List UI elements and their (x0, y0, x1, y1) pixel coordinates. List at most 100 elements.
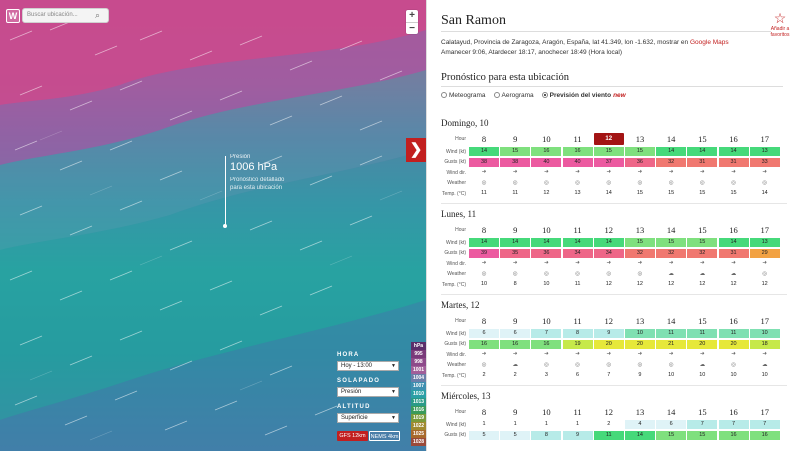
gusts-cell: 32 (656, 157, 687, 167)
wind-dir-cell: ➜ (606, 260, 612, 267)
weather-cell: ◎ (606, 179, 612, 186)
gusts-cell: 20 (687, 339, 718, 349)
location-info: Calatayud, Provincia de Zaragoza, Aragón… (441, 38, 771, 58)
radio-prevision-viento[interactable]: Previsión del viento new (541, 92, 626, 99)
gusts-cell: 32 (624, 248, 655, 258)
weather-map[interactable]: W Buscar ubicación... ⌕ + − Presión 1006… (0, 0, 426, 451)
gusts-cell: 20 (593, 339, 624, 349)
wind-dir-cell: ➜ (668, 260, 674, 267)
hour-cell: 15 (698, 407, 707, 417)
wind-cell: 1 (562, 420, 593, 430)
wind-dir-cell: ➜ (512, 169, 518, 176)
temp-cell: 15 (636, 190, 643, 197)
gusts-cell: 16 (500, 339, 531, 349)
radio-icon[interactable] (541, 92, 548, 98)
row-label: Hour (455, 227, 466, 233)
location-pin[interactable] (223, 224, 227, 228)
radio-aerograma[interactable]: Aerograma (493, 92, 534, 99)
chevron-right-icon[interactable]: ❯ (406, 138, 426, 162)
radio-icon[interactable] (441, 92, 447, 98)
row-label: Weather (447, 362, 466, 369)
radio-meteograma[interactable]: Meteograma (441, 92, 486, 99)
google-maps-link[interactable]: Google Maps (689, 39, 729, 46)
popup-forecast-link[interactable]: Pronóstico detallado para esta ubicación (230, 177, 285, 191)
model-gfs-button[interactable]: GFS 12km (337, 431, 368, 441)
temp-cell: 14 (605, 190, 612, 197)
hour-row: Hour 8 9 10 11 12 13 14 15 16 17 (441, 132, 787, 146)
day-title: Domingo, 10 (441, 118, 489, 128)
search-icon[interactable]: ⌕ (95, 10, 101, 20)
wind-dir-cell: ➜ (575, 260, 580, 267)
favorite-button[interactable]: ☆ Añadir a favoritos (765, 10, 795, 38)
gusts-cell: 9 (562, 430, 593, 440)
wind-dir-cell: ➜ (606, 351, 612, 358)
temp-cell: 10 (668, 372, 675, 379)
altitud-select[interactable]: Superficie ▼ (337, 413, 399, 423)
hour-cell: 16 (729, 316, 738, 326)
temp-cell: 14 (761, 190, 768, 197)
row-label: Hour (455, 318, 466, 324)
hora-label: HORA (337, 352, 360, 358)
row-label: Temp. (°C) (442, 281, 466, 288)
radio-icon[interactable] (493, 92, 500, 98)
hora-select[interactable]: Hoy - 13:00 ▼ (337, 361, 399, 371)
hour-cell: 8 (481, 225, 487, 235)
wind-dir-cell: ➜ (544, 351, 549, 358)
wind-dir-row: Wind dir. ➜ ➜ ➜ ➜ ➜ ➜ ➜ ➜ ➜ ➜ (441, 350, 787, 360)
forecast-day: Martes, 12 Hour 8 9 10 11 12 13 14 15 16 17 Wind (kt… (441, 300, 787, 382)
hour-cell: 17 (760, 225, 769, 235)
weather-cell: ◎ (575, 179, 580, 186)
gusts-cell: 5 (500, 430, 531, 440)
row-label: Wind (kt) (446, 148, 466, 155)
legend-item: 995 (411, 350, 426, 358)
gusts-cell: 31 (718, 248, 749, 258)
temp-cell: 11 (574, 281, 581, 288)
zoom-out-button[interactable]: − (406, 22, 418, 34)
solapado-value: Presión (341, 389, 362, 395)
wind-dir-cell: ➜ (668, 169, 674, 176)
hour-cell: 10 (542, 407, 551, 417)
temp-cell: 9 (638, 372, 642, 379)
weather-cell: ☁ (730, 270, 737, 277)
row-label: Hour (455, 136, 466, 142)
gusts-cell: 34 (593, 248, 624, 258)
wind-dir-cell: ➜ (512, 351, 518, 358)
hour-cell: 8 (481, 134, 487, 144)
weather-cell: ◎ (762, 270, 768, 277)
wind-dir-cell: ➜ (512, 260, 518, 267)
gusts-cell: 16 (718, 430, 749, 440)
hour-cell: 9 (513, 407, 518, 417)
gusts-cell: 40 (562, 157, 593, 167)
weather-cell: ◎ (668, 179, 674, 186)
legend-item: 1013 (411, 398, 426, 406)
gusts-cell: 32 (656, 248, 687, 258)
windy-logo-icon[interactable]: W (6, 9, 20, 23)
wind-cell: 11 (656, 329, 687, 339)
day-title: Martes, 12 (441, 300, 480, 310)
wind-dir-cell: ➜ (731, 169, 736, 176)
temp-cell: 8 (513, 281, 517, 288)
temp-cell: 12 (605, 281, 612, 288)
solapado-select[interactable]: Presión ▼ (337, 387, 399, 397)
wind-cell: 7 (531, 329, 562, 339)
wind-cell: 16 (531, 147, 562, 157)
weather-cell: ◎ (731, 179, 736, 186)
day-title: Lunes, 11 (441, 209, 477, 219)
hour-cell: 12 (604, 316, 614, 326)
weather-row: Weather ◎ ◎ ◎ ◎ ◎ ◎ ☁ ☁ ☁ ◎ (441, 269, 787, 279)
legend-item: 1025 (411, 430, 426, 438)
wind-dir-cell: ➜ (762, 260, 767, 267)
weather-cell: ☁ (512, 361, 518, 368)
chevron-down-icon: ▼ (391, 415, 396, 421)
weather-cell: ◎ (699, 179, 705, 186)
search-input[interactable]: Buscar ubicación... ⌕ (22, 8, 109, 23)
new-badge: new (613, 92, 626, 99)
zoom-in-button[interactable]: + (409, 10, 415, 21)
gusts-cell: 14 (624, 430, 655, 440)
wind-dir-cell: ➜ (731, 351, 736, 358)
model-nems-button[interactable]: NEMS 4km (369, 431, 400, 441)
star-icon[interactable]: ☆ (773, 10, 787, 26)
wind-dir-cell: ➜ (544, 169, 549, 176)
wind-cell: 9 (593, 329, 624, 339)
wind-cell: 15 (687, 238, 718, 248)
